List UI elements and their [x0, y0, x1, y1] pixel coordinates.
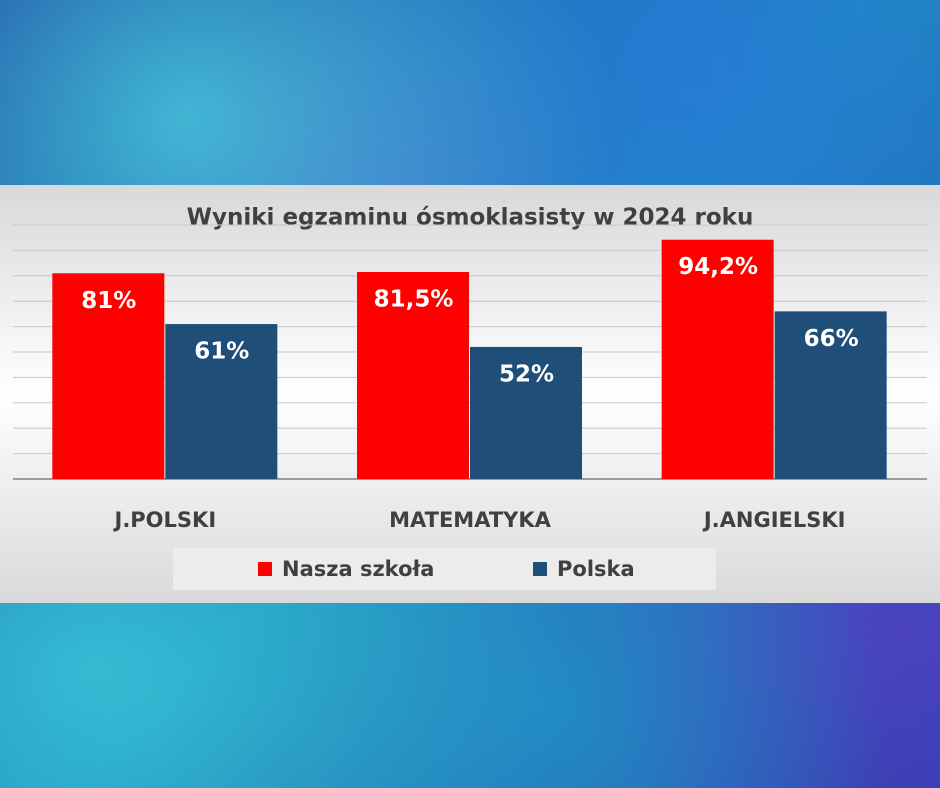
bar [52, 273, 165, 479]
bar [470, 346, 582, 479]
legend-label: Nasza szkoła [282, 557, 434, 581]
value-label: 81,5% [374, 286, 454, 312]
x-tick-label: J.POLSKI [113, 508, 217, 532]
legend-label: Polska [557, 557, 635, 581]
x-tick-label: J.ANGIELSKI [702, 508, 846, 532]
legend-swatch [533, 562, 547, 576]
bar [774, 311, 887, 479]
bar [357, 271, 469, 479]
value-label: 81% [81, 288, 136, 314]
x-tick-label: MATEMATYKA [389, 508, 552, 532]
chart-title: Wyniki egzaminu ósmoklasisty w 2024 roku [187, 205, 754, 231]
value-label: 66% [804, 326, 859, 352]
value-label: 61% [194, 339, 249, 365]
legend-swatch [258, 562, 272, 576]
bar [661, 239, 774, 479]
value-label: 94,2% [678, 254, 758, 280]
bar [165, 324, 278, 479]
value-label: 52% [499, 361, 554, 387]
